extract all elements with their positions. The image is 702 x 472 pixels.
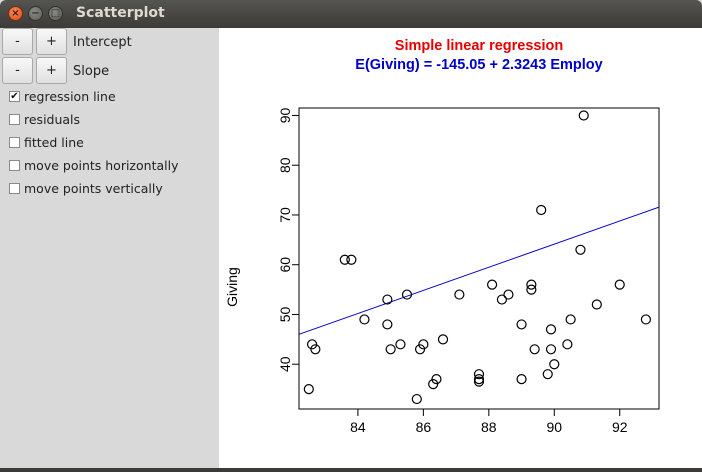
move-horizontal-checkbox[interactable] xyxy=(9,160,20,171)
chart-title: Simple linear regression xyxy=(395,38,563,54)
data-point-33[interactable] xyxy=(549,359,560,370)
residuals-checkbox[interactable] xyxy=(9,114,20,125)
regression-line-checkbox[interactable]: ✔ xyxy=(9,91,20,102)
data-point-37[interactable] xyxy=(578,110,589,121)
regression-line-label[interactable]: regression line xyxy=(24,89,116,104)
data-point-32[interactable] xyxy=(545,344,557,355)
data-point-36[interactable] xyxy=(575,244,586,255)
move-vertical-checkbox[interactable] xyxy=(9,183,20,194)
data-point-34[interactable] xyxy=(562,339,573,350)
data-point-11[interactable] xyxy=(411,393,422,405)
move-vertical-label[interactable]: move points vertically xyxy=(24,181,163,196)
y-axis-label: Giving xyxy=(224,267,240,307)
intercept-label: Intercept xyxy=(73,35,132,50)
data-point-9[interactable] xyxy=(395,339,406,350)
data-point-24[interactable] xyxy=(516,374,527,385)
data-point-7[interactable] xyxy=(382,319,393,330)
y-tick-label-5: 90 xyxy=(277,107,293,123)
window-title: Scatterplot xyxy=(76,5,165,21)
data-point-23[interactable] xyxy=(503,289,514,300)
data-point-19[interactable] xyxy=(473,374,485,385)
data-point-38[interactable] xyxy=(591,299,602,310)
fitted-line-label[interactable]: fitted line xyxy=(24,135,84,150)
fitted-line-checkbox[interactable] xyxy=(9,137,20,148)
data-point-3[interactable] xyxy=(339,254,350,265)
data-point-0[interactable] xyxy=(303,383,314,395)
data-point-16[interactable] xyxy=(437,334,449,345)
data-point-26[interactable] xyxy=(526,284,537,295)
x-tick-label-4: 92 xyxy=(612,419,628,435)
data-point-27[interactable] xyxy=(526,279,537,290)
data-point-20[interactable] xyxy=(473,376,485,387)
slope-label: Slope xyxy=(73,64,110,79)
data-point-22[interactable] xyxy=(496,294,508,305)
move-horizontal-label[interactable]: move points horizontally xyxy=(24,158,179,173)
data-point-35[interactable] xyxy=(565,314,576,325)
close-icon[interactable]: × xyxy=(8,6,23,21)
data-point-18[interactable] xyxy=(473,369,485,380)
data-point-39[interactable] xyxy=(614,279,625,290)
y-tick-label-2: 60 xyxy=(277,257,293,273)
control-panel: - + Intercept - + Slope ✔ regression lin… xyxy=(0,28,219,468)
data-point-29[interactable] xyxy=(536,204,547,216)
data-point-31[interactable] xyxy=(545,324,557,335)
data-point-30[interactable] xyxy=(542,369,553,380)
data-point-10[interactable] xyxy=(401,289,413,300)
data-point-21[interactable] xyxy=(486,279,498,290)
data-point-12[interactable] xyxy=(414,344,426,355)
data-point-28[interactable] xyxy=(529,344,540,355)
title-bar: × − □ Scatterplot xyxy=(0,0,702,28)
slope-increase-button[interactable]: + xyxy=(36,57,67,84)
data-point-8[interactable] xyxy=(385,344,396,355)
minimize-icon[interactable]: − xyxy=(28,6,43,21)
plot-frame xyxy=(298,107,660,410)
intercept-increase-button[interactable]: + xyxy=(36,28,67,55)
y-tick-label-0: 40 xyxy=(277,356,293,372)
x-tick-label-3: 90 xyxy=(546,419,562,435)
data-point-5[interactable] xyxy=(359,314,370,325)
x-tick-label-1: 86 xyxy=(416,419,432,435)
regression-line xyxy=(298,206,660,335)
x-tick-label-2: 88 xyxy=(481,419,497,435)
data-point-2[interactable] xyxy=(310,344,321,355)
chart-subtitle: E(Giving) = -145.05 + 2.3243 Employ xyxy=(355,57,602,73)
data-point-13[interactable] xyxy=(418,339,429,350)
y-tick-label-1: 50 xyxy=(277,306,293,322)
data-point-4[interactable] xyxy=(346,254,357,265)
data-point-25[interactable] xyxy=(516,319,527,330)
data-point-17[interactable] xyxy=(454,289,465,300)
slope-decrease-button[interactable]: - xyxy=(2,57,33,84)
y-tick-label-3: 70 xyxy=(277,207,293,223)
data-point-6[interactable] xyxy=(382,294,393,305)
data-point-40[interactable] xyxy=(640,314,652,325)
y-tick-label-4: 80 xyxy=(277,157,293,173)
maximize-icon[interactable]: □ xyxy=(48,6,63,21)
data-point-14[interactable] xyxy=(428,379,439,390)
plot-area: Simple linear regression E(Giving) = -14… xyxy=(219,28,702,468)
x-tick-label-0: 84 xyxy=(350,419,366,435)
intercept-decrease-button[interactable]: - xyxy=(2,28,33,55)
scatterplot-chart[interactable]: Simple linear regression E(Giving) = -14… xyxy=(219,28,702,468)
data-point-15[interactable] xyxy=(431,374,442,385)
residuals-label[interactable]: residuals xyxy=(24,112,81,127)
data-point-1[interactable] xyxy=(306,339,318,350)
